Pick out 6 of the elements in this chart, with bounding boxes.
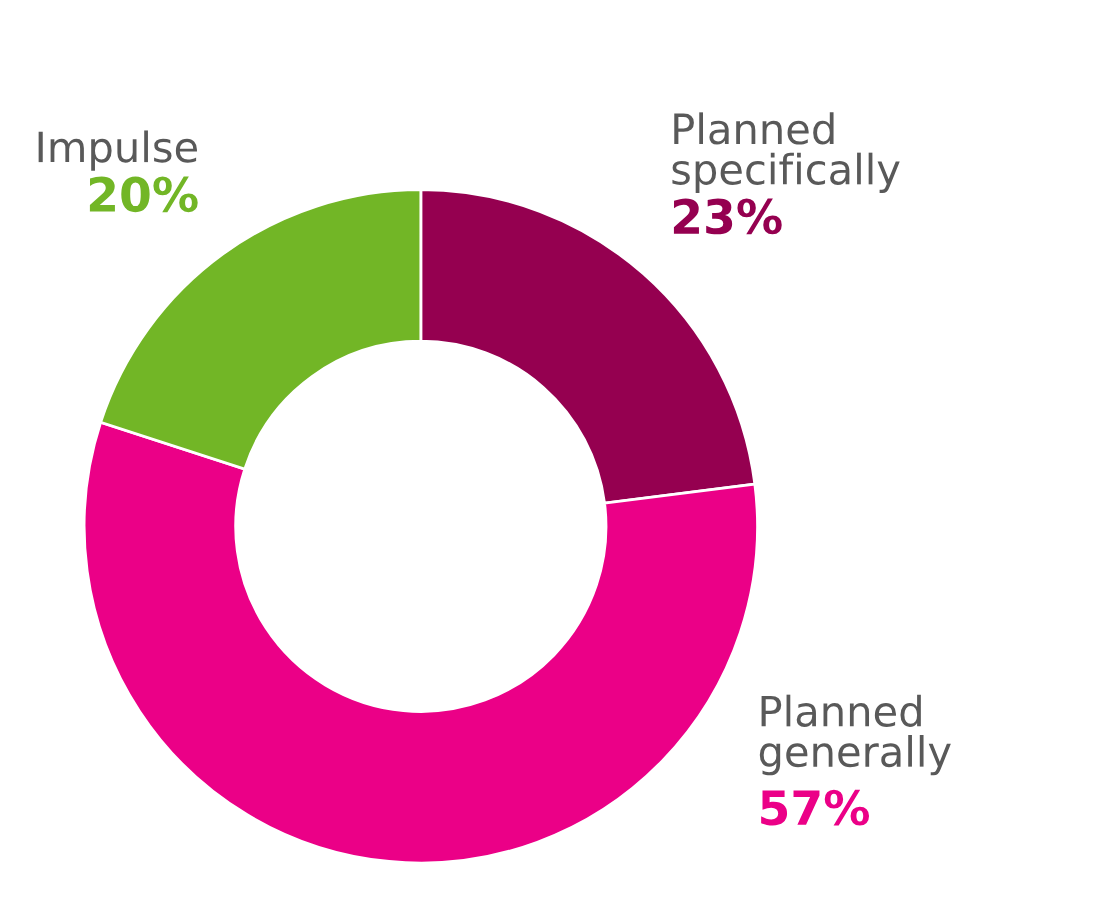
data-label: 23%: [673, 198, 782, 235]
slice-label: Impulse: [38, 130, 197, 171]
slice-label: Planned generally: [759, 694, 951, 776]
data-label: 57%: [761, 789, 870, 826]
data-label: 20%: [89, 176, 198, 213]
slice-label: Planned specifically: [672, 112, 900, 193]
